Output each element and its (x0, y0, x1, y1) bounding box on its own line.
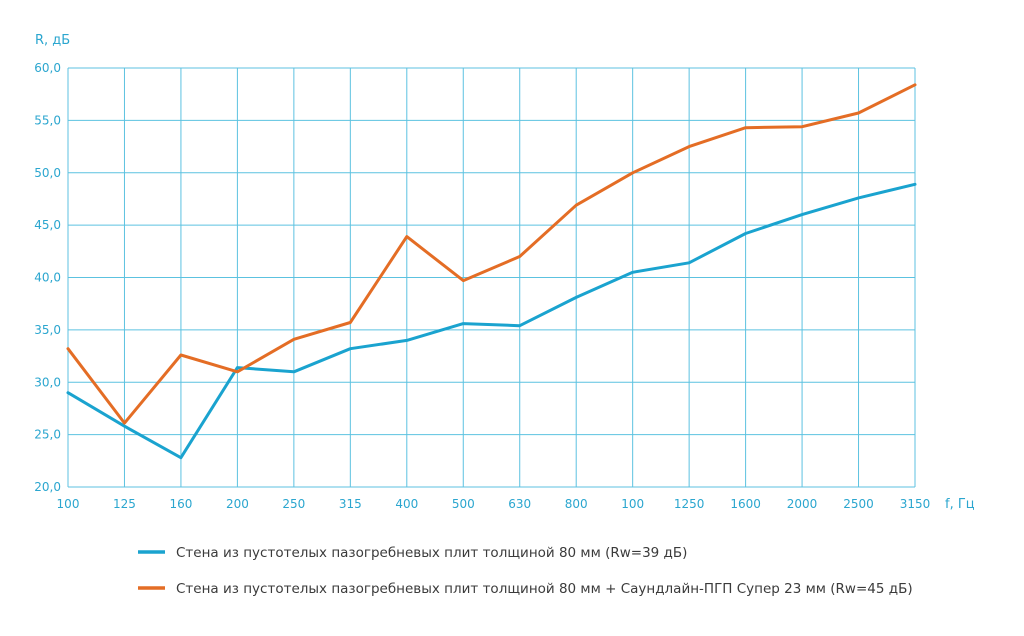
x-tick-label: 250 (282, 497, 305, 511)
x-tick-label: 500 (452, 497, 475, 511)
y-axis-label: R, дБ (35, 33, 70, 48)
chart-grid (67, 67, 916, 488)
x-tick-label: 200 (226, 497, 249, 511)
y-tick-label: 55,0 (34, 113, 61, 127)
y-tick-label: 25,0 (34, 428, 61, 442)
legend: Стена из пустотелых пазогребневых плит т… (138, 545, 913, 597)
y-tick-label: 20,0 (34, 480, 61, 494)
y-tick-label: 50,0 (34, 166, 61, 180)
x-tick-label: 100 (57, 497, 80, 511)
x-tick-label: 3150 (900, 497, 931, 511)
y-tick-label: 45,0 (34, 218, 61, 232)
series-line-1 (66, 182, 917, 460)
legend-label-series-1: Стена из пустотелых пазогребневых плит т… (176, 545, 687, 561)
x-tick-label: 630 (508, 497, 531, 511)
y-tick-label: 35,0 (34, 323, 61, 337)
x-tick-label: 160 (169, 497, 192, 511)
x-tick-label: 125 (113, 497, 136, 511)
x-tick-label: 100 (621, 497, 644, 511)
series-line-2 (66, 83, 917, 425)
x-tick-label: 800 (565, 497, 588, 511)
y-tick-label: 30,0 (34, 375, 61, 389)
y-tick-label: 60,0 (34, 61, 61, 75)
x-tick-label: 315 (339, 497, 362, 511)
x-axis-label: f, Гц (945, 497, 975, 512)
y-tick-label: 40,0 (34, 271, 61, 285)
x-tick-label: 1600 (730, 497, 761, 511)
y-axis-ticks: 20,0 25,0 30,0 35,0 40,0 45,0 50,0 55,0 60,0 (34, 61, 61, 494)
legend-label-series-2: Стена из пустотелых пазогребневых плит т… (176, 581, 913, 597)
x-axis-ticks: 100 125 160 200 250 315 400 500 630 800 100 1250 160… (57, 497, 931, 511)
x-tick-label: 1250 (674, 497, 705, 511)
x-tick-label: 2000 (787, 497, 818, 511)
x-tick-label: 400 (395, 497, 418, 511)
chart-series (66, 83, 917, 460)
x-tick-label: 2500 (843, 497, 874, 511)
